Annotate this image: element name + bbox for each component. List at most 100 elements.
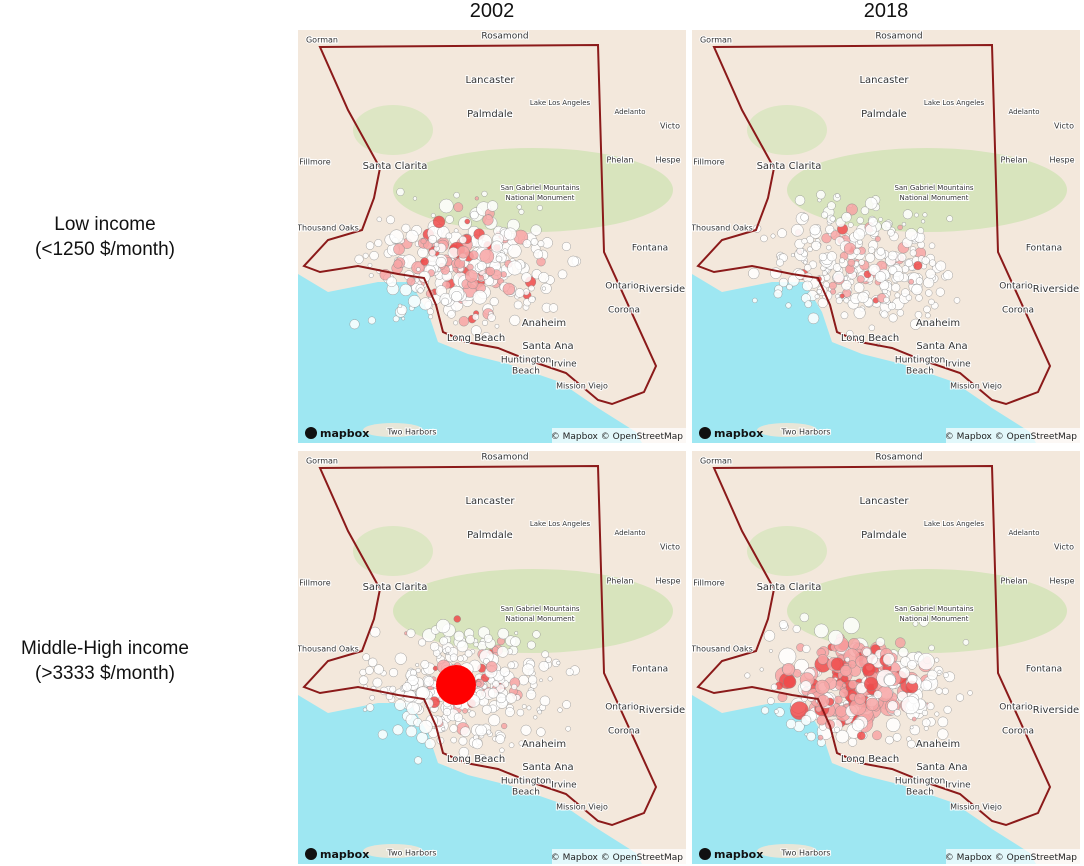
bubble [565, 726, 571, 732]
bubble [856, 275, 865, 284]
bubble [928, 298, 935, 306]
bubble [878, 217, 883, 222]
bubble [472, 738, 483, 750]
place-label: Fillmore [693, 579, 724, 588]
bubble [430, 642, 440, 652]
bubble [898, 667, 910, 679]
place-label: Ontario [605, 282, 639, 292]
logo: mapbox [714, 848, 763, 861]
bubble [453, 615, 461, 623]
place-label: Riverside [639, 284, 685, 295]
place-label: Palmdale [861, 530, 907, 541]
bubble [857, 291, 869, 303]
bubble [507, 260, 523, 276]
bubble [565, 668, 574, 676]
bubble [389, 668, 399, 678]
place-label: Victo [660, 122, 680, 131]
bubble [915, 294, 923, 302]
map-panel: Rosamond Gorman Lancaster Lake Los Angeles A… [296, 30, 686, 443]
bubble [800, 213, 809, 222]
bubble [767, 697, 775, 705]
bubble [414, 756, 423, 765]
bubble [853, 248, 861, 255]
place-label: Lake Los Angeles [530, 99, 591, 107]
bubble [769, 649, 773, 653]
bubble [453, 630, 465, 642]
bubble [792, 624, 801, 633]
bubble [408, 295, 421, 308]
bubble [358, 675, 369, 685]
ocean [692, 274, 1036, 443]
place-label: San Gabriel Mountains [500, 184, 579, 192]
place-label: Lake Los Angeles [924, 520, 985, 528]
column-header: 2018 [863, 0, 909, 22]
bubble [934, 711, 940, 717]
bubble [923, 305, 931, 314]
bubble [905, 228, 918, 241]
bubble [424, 738, 436, 750]
place-label: Anaheim [522, 318, 566, 329]
bubble [449, 653, 458, 662]
bubble [530, 224, 542, 236]
place-label: Santa Clarita [363, 582, 428, 593]
attribution: © Mapbox © OpenStreetMap [551, 432, 684, 442]
bubble [505, 692, 517, 704]
bubble [376, 216, 382, 222]
bubble [537, 709, 542, 715]
bubble [875, 637, 886, 647]
bubble [372, 677, 383, 688]
place-label: Ontario [999, 282, 1033, 292]
place-label: Anaheim [916, 318, 960, 329]
bubble [893, 709, 902, 717]
place-label: Santa Clarita [363, 161, 428, 172]
bubble [782, 663, 796, 676]
logo-icon [305, 427, 317, 439]
bubble [405, 229, 419, 243]
bubble [883, 296, 890, 304]
bubble [365, 666, 374, 675]
bubble [428, 249, 436, 257]
place-label: Thousand Oaks [296, 224, 359, 233]
place-label: San Gabriel Mountains [500, 605, 579, 613]
bubble [462, 708, 468, 714]
bubble [567, 255, 579, 268]
bubble [430, 213, 436, 218]
bubble [419, 297, 432, 311]
place-label: Anaheim [522, 739, 566, 750]
bubble [548, 303, 559, 313]
bubble [499, 747, 505, 753]
map-content: Rosamond Gorman Lancaster Lake Los Angeles A… [692, 451, 1080, 864]
bubble [389, 685, 397, 693]
bubble [748, 267, 760, 280]
bubble [497, 646, 509, 658]
bubble [368, 273, 374, 278]
bubble [865, 197, 878, 210]
bubble [518, 209, 525, 215]
bubble [412, 196, 418, 201]
bubble [905, 259, 913, 268]
bubble [778, 277, 789, 288]
bubble [935, 687, 943, 695]
bubble [469, 250, 479, 260]
bubble [369, 251, 379, 261]
place-label: National Monument [506, 615, 575, 623]
bubble [507, 661, 515, 669]
bubble [953, 297, 961, 304]
bubble [760, 234, 768, 243]
bubble [386, 276, 397, 288]
bubble [908, 278, 914, 285]
bubble [482, 704, 492, 715]
attribution: © Mapbox © OpenStreetMap [551, 853, 684, 863]
place-label: Lake Los Angeles [530, 520, 591, 528]
bubble [915, 277, 924, 285]
place-label: National Monument [900, 615, 969, 623]
bubble [495, 734, 505, 744]
place-label: Long Beach [447, 754, 505, 765]
bubble [825, 225, 835, 234]
bubble [477, 274, 485, 281]
place-label: Santa Ana [916, 762, 967, 773]
bubble [444, 646, 452, 653]
bubble [516, 708, 525, 717]
bubble [920, 679, 932, 691]
bubble [518, 740, 525, 747]
